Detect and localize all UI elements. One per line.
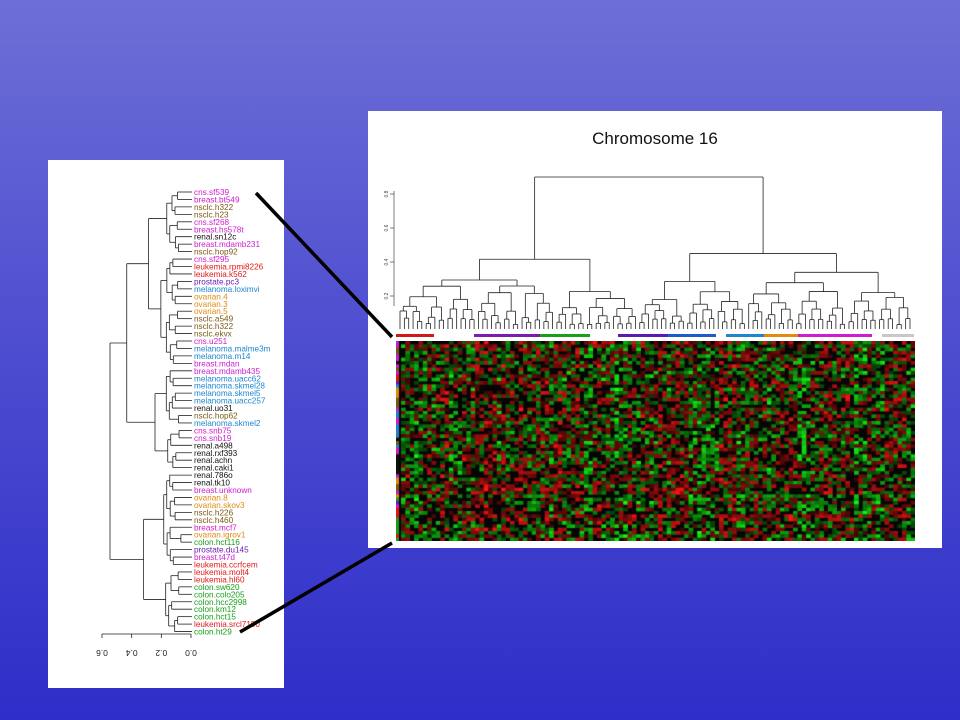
- sample-label: nsclc.h322: [194, 203, 234, 212]
- sample-label: ovarian.8: [194, 493, 228, 502]
- sample-label: prostate.du145: [194, 546, 249, 555]
- sample-label: breast.t47d: [194, 553, 235, 562]
- sample-label: renal.a498: [194, 441, 233, 450]
- sample-label: melanoma.malme3m: [194, 344, 271, 353]
- sample-label: renal.786o: [194, 471, 233, 480]
- sample-label: colon.km12: [194, 605, 236, 614]
- sample-label: nsclc.hop92: [194, 248, 238, 257]
- sample-label: ovarian.5: [194, 307, 228, 316]
- sample-label: renal.uo31: [194, 404, 233, 413]
- sample-label: breast.mcf7: [194, 523, 237, 532]
- sample-label: colon.colo205: [194, 590, 245, 599]
- sample-label: cns.sf268: [194, 218, 229, 227]
- sample-label: renal.achn: [194, 456, 233, 465]
- callout-line-bottom: [239, 541, 393, 634]
- x-tick-label: 0.6: [96, 648, 108, 658]
- sample-label: breast.mdan: [194, 359, 240, 368]
- group-color-bar: [882, 334, 914, 337]
- sample-label: melanoma.skmel5: [194, 389, 261, 398]
- sample-label: colon.hct116: [194, 538, 240, 547]
- y-tick-label: 0.8: [384, 190, 390, 197]
- sample-label: colon.hct15: [194, 613, 236, 622]
- group-color-bar: [798, 334, 872, 337]
- sample-label: ovarian.skov3: [194, 501, 245, 510]
- sample-label: colon.hcc2998: [194, 598, 247, 607]
- sample-label: cns.sf295: [194, 255, 229, 264]
- group-color-bar: [618, 334, 668, 337]
- callout-line-top: [254, 191, 394, 339]
- sample-label: leukemia.rpmi8226: [194, 263, 264, 272]
- sample-label: colon.ht29: [194, 628, 232, 637]
- sample-label: nsclc.hop62: [194, 412, 238, 421]
- sample-label: cns.u251: [194, 337, 228, 346]
- sample-label: nsclc.a549: [194, 315, 234, 324]
- sample-label: leukemia.srcl7190: [194, 620, 260, 629]
- sample-label: leukemia.k562: [194, 270, 247, 279]
- sample-label: prostate.pc3: [194, 277, 240, 286]
- y-tick-label: 0.6: [384, 224, 390, 231]
- sample-label: breast.hs578t: [194, 225, 244, 234]
- x-tick-label: 0.0: [185, 648, 197, 658]
- sample-label: leukemia.molt4: [194, 568, 250, 577]
- sample-label: melanoma.uacc62: [194, 374, 261, 383]
- sample-label: ovarian.igrov1: [194, 531, 246, 540]
- sample-label: nsclc.h23: [194, 210, 229, 219]
- group-color-bar: [474, 334, 540, 337]
- group-color-bar: [540, 334, 590, 337]
- gene-dendrogram: 0.2 0.4 0.6 0.8: [384, 176, 914, 337]
- sample-label: breast.bt549: [194, 195, 240, 204]
- group-color-bar: [668, 334, 716, 337]
- x-tick-label: 0.2: [155, 648, 167, 658]
- sample-label: breast.mdamb231: [194, 240, 260, 249]
- sample-label: colon.sw620: [194, 583, 240, 592]
- sample-label: renal.tk10: [194, 479, 230, 488]
- group-color-bar: [764, 334, 798, 337]
- y-tick-label: 0.2: [384, 292, 390, 299]
- sample-label: melanoma.uacc257: [194, 397, 266, 406]
- sample-label: renal.rxf393: [194, 449, 238, 458]
- sample-label: breast.unknown: [194, 486, 252, 495]
- sample-label: melanoma.m14: [194, 352, 251, 361]
- sample-label: renal.sn12c: [194, 233, 236, 242]
- group-color-bar: [396, 334, 434, 337]
- expression-heatmap: [396, 341, 915, 541]
- sample-dendrogram-panel: cns.sf539 breast.bt549 nsclc.h322 nsclc.h23…: [48, 160, 284, 688]
- sample-label: cns.snb75: [194, 426, 232, 435]
- sample-label: melanoma.skmel28: [194, 382, 265, 391]
- sample-label: melanoma.skmel2: [194, 419, 261, 428]
- sample-label: nsclc.h226: [194, 508, 234, 517]
- sample-label: melanoma.loximvi: [194, 285, 260, 294]
- sample-dendrogram: cns.sf539breast.bt549nsclc.h322nsclc.h23…: [96, 188, 271, 658]
- sample-label: leukemia.hl60: [194, 575, 245, 584]
- group-color-bar: [726, 334, 764, 337]
- sample-label: cns.snb19: [194, 434, 232, 443]
- sample-label: ovarian.4: [194, 292, 228, 301]
- sample-label: breast.mdamb435: [194, 367, 260, 376]
- y-tick-label: 0.4: [384, 258, 390, 265]
- sample-label: nsclc.h460: [194, 516, 234, 525]
- sample-label: renal.caki1: [194, 464, 234, 473]
- sample-label: ovarian.3: [194, 300, 228, 309]
- sample-label: leukemia.ccrfcem: [194, 561, 258, 570]
- sample-label: nsclc.h322: [194, 322, 234, 331]
- sample-label: cns.sf539: [194, 188, 229, 197]
- sample-label: nsclc.ekvx: [194, 330, 232, 339]
- x-tick-label: 0.4: [125, 648, 137, 658]
- chart-title: Chromosome 16: [592, 129, 718, 148]
